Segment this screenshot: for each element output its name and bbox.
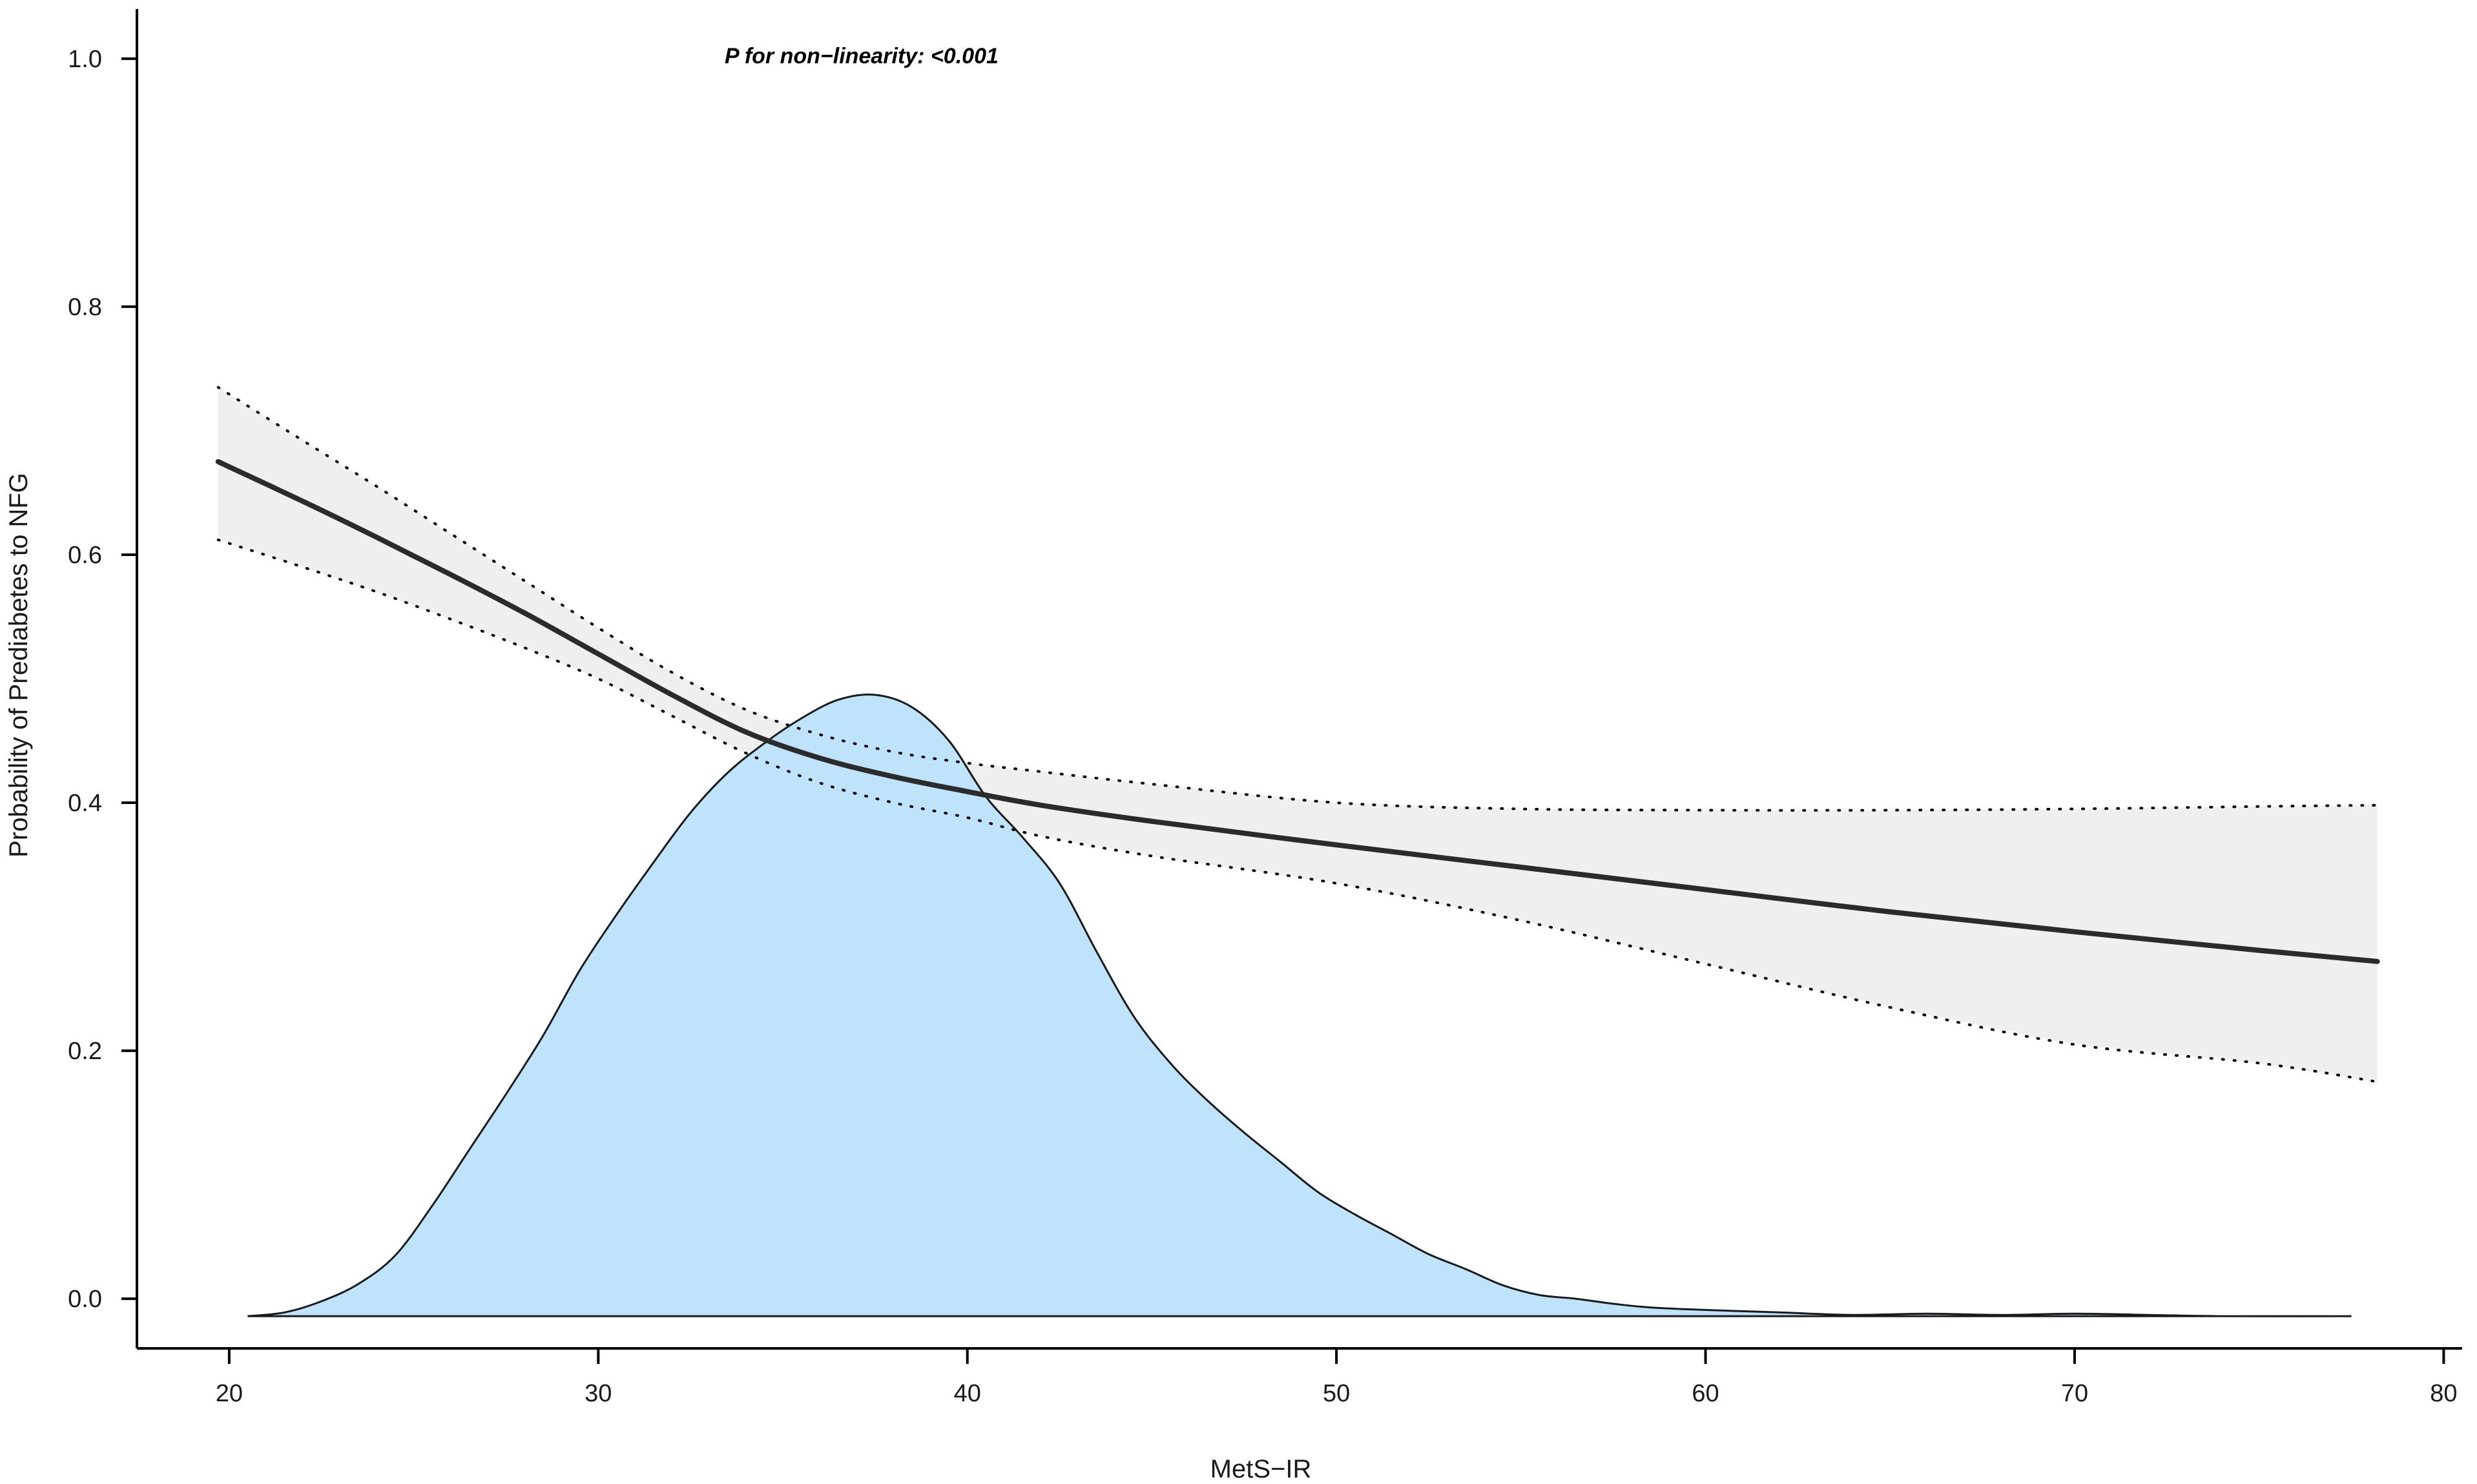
upper-ci-line: [216, 386, 2379, 812]
x-axis-title: MetS−IR: [1210, 1455, 1312, 1483]
y-tick-label-0.0: 0.0: [68, 1286, 102, 1313]
y-tick-label-0.6: 0.6: [68, 542, 102, 569]
density-area: [247, 694, 2352, 1317]
axes: 20 30 40 50 60 70 80 0.0 0.2 0.4 0.6 0.8 1.0: [68, 9, 2462, 1407]
x-tick-label-30: 30: [585, 1380, 612, 1407]
y-tick-label-1.0: 1.0: [68, 46, 102, 73]
plot-area: [215, 386, 2380, 1317]
x-tick-label-50: 50: [1323, 1380, 1350, 1407]
nonlinearity-annotation: P for non−linearity: <0.001: [725, 44, 999, 68]
x-tick-label-60: 60: [1692, 1380, 1719, 1407]
x-tick-label-70: 70: [2061, 1380, 2088, 1407]
x-tick-label-80: 80: [2430, 1380, 2457, 1407]
y-tick-label-0.2: 0.2: [68, 1038, 102, 1065]
y-tick-label-0.8: 0.8: [68, 294, 102, 321]
y-axis-title: Probability of Prediabetes to NFG: [5, 473, 33, 858]
x-axis-ticks: 20 30 40 50 60 70 80: [216, 1348, 2458, 1407]
confidence-band: [218, 387, 2378, 1082]
y-axis-ticks: 0.0 0.2 0.4 0.6 0.8 1.0: [68, 46, 137, 1313]
y-tick-label-0.4: 0.4: [68, 790, 102, 817]
x-tick-label-20: 20: [216, 1380, 243, 1407]
x-tick-label-40: 40: [954, 1380, 981, 1407]
estimate-line: [215, 459, 2380, 964]
